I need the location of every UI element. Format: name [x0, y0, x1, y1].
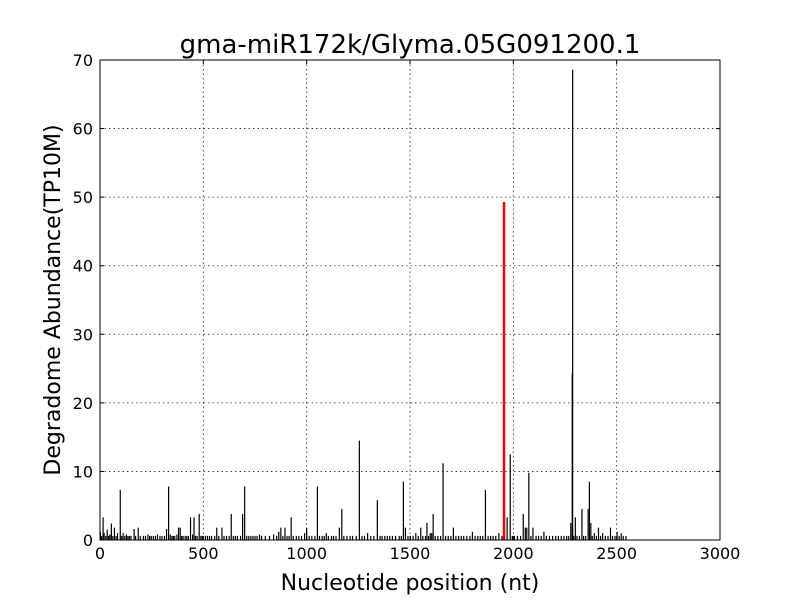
y-tick-label: 20: [73, 394, 93, 413]
y-tick-label: 40: [73, 257, 93, 276]
x-tick-label: 3000: [700, 544, 741, 563]
y-tick-label: 0: [83, 531, 93, 550]
y-axis-label: Degradome Abundance(TP10M): [41, 124, 66, 475]
y-tick-label: 50: [73, 188, 93, 207]
y-tick-label: 30: [73, 325, 93, 344]
x-tick-label: 1000: [286, 544, 327, 563]
x-tick-label: 0: [95, 544, 105, 563]
x-tick-label: 2500: [596, 544, 637, 563]
ticks: 0 500 1000 1500 2000 2500 3000 0 10 20 30 40 50 60 70: [73, 51, 741, 563]
x-tick-label: 2000: [493, 544, 534, 563]
y-tick-label: 60: [73, 120, 93, 139]
y-tick-label: 70: [73, 51, 93, 70]
x-tick-label: 1500: [390, 544, 431, 563]
bars: [99, 69, 627, 540]
grid: [100, 60, 720, 540]
chart-title: gma-miR172k/Glyma.05G091200.1: [180, 30, 641, 60]
x-tick-label: 500: [188, 544, 219, 563]
x-axis-label: Nucleotide position (nt): [281, 571, 540, 596]
y-tick-label: 10: [73, 462, 93, 481]
